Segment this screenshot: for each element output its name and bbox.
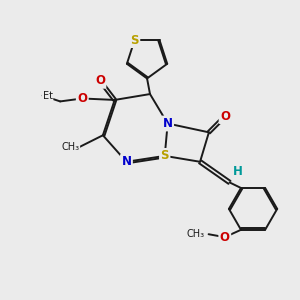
Text: O: O — [77, 92, 87, 105]
Text: O: O — [95, 74, 105, 87]
Text: CH₃: CH₃ — [61, 142, 79, 152]
Text: N: N — [122, 155, 131, 168]
Text: N: N — [163, 117, 173, 130]
Text: Et: Et — [43, 91, 52, 100]
Text: S: S — [130, 34, 139, 46]
Text: O: O — [220, 110, 230, 123]
Text: CH₃: CH₃ — [186, 229, 204, 239]
Text: S: S — [160, 149, 169, 162]
Text: H: H — [233, 165, 243, 178]
Text: O: O — [220, 231, 230, 244]
